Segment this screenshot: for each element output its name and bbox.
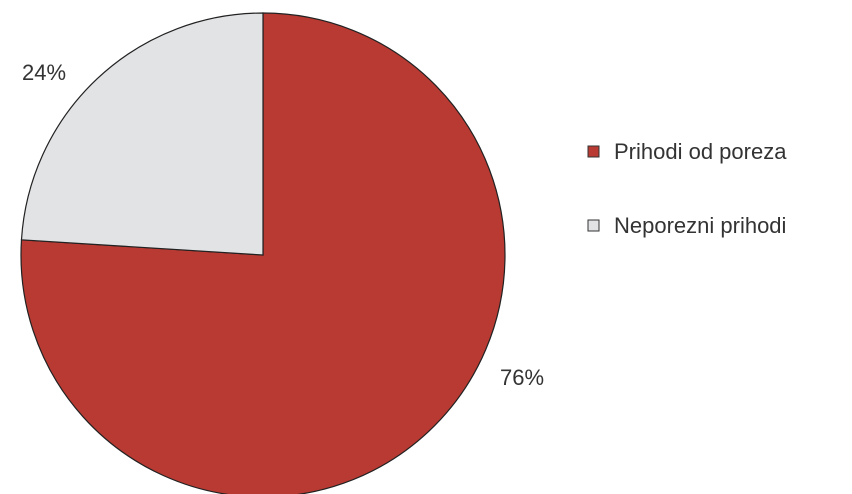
pie-slice-1 bbox=[20, 12, 506, 494]
slice-value-label-1: 76% bbox=[500, 365, 544, 390]
slice-value-label-2: 24% bbox=[22, 60, 66, 85]
legend-swatch-2 bbox=[587, 219, 600, 232]
legend-label-2: Neporezni prihodi bbox=[614, 213, 786, 238]
slice-labels: 76% 24% bbox=[22, 60, 544, 390]
legend-swatch-1 bbox=[587, 145, 600, 158]
pie-slices bbox=[20, 12, 506, 494]
pie-slice-2 bbox=[20, 12, 264, 256]
legend: Prihodi od poreza Neporezni prihodi bbox=[587, 139, 787, 238]
legend-label-1: Prihodi od poreza bbox=[614, 139, 787, 164]
